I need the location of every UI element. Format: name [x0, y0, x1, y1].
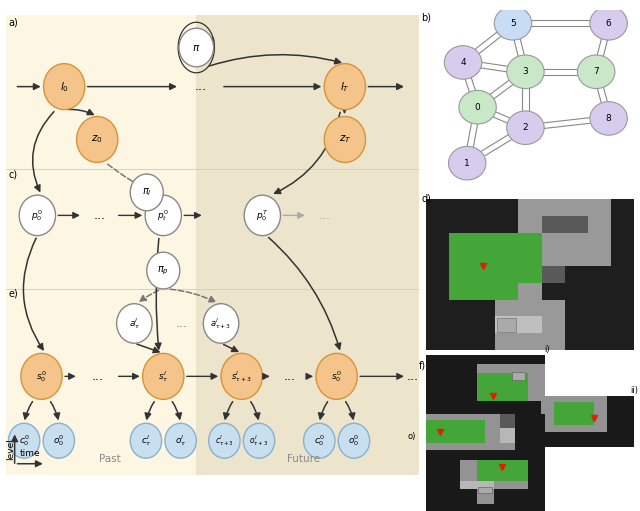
- Text: $c^l_\tau$: $c^l_\tau$: [141, 433, 151, 448]
- Circle shape: [204, 304, 239, 343]
- Circle shape: [444, 45, 482, 79]
- Text: ...: ...: [92, 370, 103, 383]
- Circle shape: [44, 64, 85, 110]
- Text: Past: Past: [99, 454, 120, 464]
- Circle shape: [131, 423, 162, 458]
- Text: $o^l_{\tau+3}$: $o^l_{\tau+3}$: [250, 433, 269, 448]
- Text: $\pi$: $\pi$: [192, 42, 200, 53]
- Circle shape: [21, 354, 62, 400]
- Circle shape: [507, 55, 544, 88]
- Text: ...: ...: [407, 370, 419, 383]
- Text: $s^l_{\tau+3}$: $s^l_{\tau+3}$: [232, 369, 252, 384]
- Circle shape: [19, 195, 56, 236]
- Text: 3: 3: [523, 67, 528, 76]
- Text: $l_T$: $l_T$: [340, 80, 350, 94]
- Text: 6: 6: [606, 19, 611, 28]
- Circle shape: [449, 146, 486, 180]
- Circle shape: [459, 90, 497, 124]
- Circle shape: [221, 354, 262, 400]
- Text: 8: 8: [606, 114, 611, 123]
- Circle shape: [590, 102, 627, 135]
- Text: $z_0$: $z_0$: [92, 133, 103, 146]
- Circle shape: [324, 64, 365, 110]
- Bar: [512, 373, 525, 380]
- Text: level: level: [6, 438, 15, 460]
- Circle shape: [8, 423, 40, 458]
- Bar: [196, 15, 419, 475]
- Text: $c^0_0$: $c^0_0$: [19, 433, 29, 448]
- Circle shape: [577, 55, 615, 88]
- Text: e): e): [8, 289, 18, 299]
- Text: $a^l_\tau$: $a^l_\tau$: [129, 316, 140, 331]
- Circle shape: [303, 423, 335, 458]
- Circle shape: [145, 195, 181, 236]
- Bar: [497, 318, 516, 332]
- Circle shape: [244, 195, 280, 236]
- Text: $p^0_t$: $p^0_t$: [157, 208, 169, 223]
- Circle shape: [243, 423, 275, 458]
- Text: $p^T_0$: $p^T_0$: [256, 208, 269, 223]
- Text: 1: 1: [465, 158, 470, 168]
- Text: 4: 4: [460, 58, 466, 67]
- Text: ...: ...: [93, 209, 106, 222]
- Text: $\pi_l$: $\pi_l$: [142, 187, 152, 198]
- Circle shape: [165, 423, 196, 458]
- Circle shape: [131, 174, 163, 211]
- Circle shape: [43, 423, 74, 458]
- Text: 2: 2: [523, 123, 528, 132]
- Text: o): o): [408, 432, 416, 442]
- Text: ...: ...: [283, 370, 295, 383]
- Circle shape: [339, 423, 370, 458]
- Text: $s^0_0$: $s^0_0$: [36, 369, 47, 384]
- Text: b): b): [422, 12, 431, 22]
- Text: ...: ...: [195, 80, 207, 93]
- Circle shape: [116, 304, 152, 343]
- Text: $p^0_0$: $p^0_0$: [31, 208, 44, 223]
- Text: c): c): [8, 169, 17, 179]
- Text: $c^l_{\tau+3}$: $c^l_{\tau+3}$: [215, 433, 234, 448]
- Text: $o^0_0$: $o^0_0$: [53, 433, 65, 448]
- Text: ...: ...: [318, 209, 330, 222]
- Circle shape: [324, 117, 365, 162]
- Text: $c^0_0$: $c^0_0$: [314, 433, 324, 448]
- Circle shape: [590, 7, 627, 40]
- Circle shape: [179, 28, 214, 67]
- Circle shape: [77, 117, 118, 162]
- Text: $z_T$: $z_T$: [339, 133, 351, 146]
- Text: Future: Future: [287, 454, 320, 464]
- Text: ii): ii): [630, 386, 638, 395]
- Circle shape: [209, 423, 240, 458]
- Text: f): f): [419, 360, 426, 370]
- Text: ...: ...: [176, 317, 188, 330]
- Text: $l_0$: $l_0$: [60, 80, 68, 94]
- Text: i): i): [544, 345, 550, 354]
- Circle shape: [143, 354, 184, 400]
- Bar: [478, 487, 492, 493]
- Circle shape: [147, 252, 180, 289]
- Text: 0: 0: [475, 103, 481, 112]
- Text: a): a): [8, 18, 18, 28]
- Text: $a^l_{\tau+3}$: $a^l_{\tau+3}$: [211, 316, 232, 331]
- Text: 7: 7: [593, 67, 599, 76]
- Text: $o^l_\tau$: $o^l_\tau$: [175, 433, 186, 448]
- Text: $s^0_0$: $s^0_0$: [332, 369, 342, 384]
- Text: $s^l_\tau$: $s^l_\tau$: [158, 369, 168, 384]
- Text: $\pi_p$: $\pi_p$: [157, 264, 169, 277]
- Circle shape: [316, 354, 357, 400]
- Text: $o^0_0$: $o^0_0$: [348, 433, 360, 448]
- Circle shape: [507, 111, 544, 145]
- Text: time: time: [20, 449, 40, 458]
- Circle shape: [494, 7, 532, 40]
- Text: 5: 5: [510, 19, 516, 28]
- Text: d): d): [422, 193, 431, 203]
